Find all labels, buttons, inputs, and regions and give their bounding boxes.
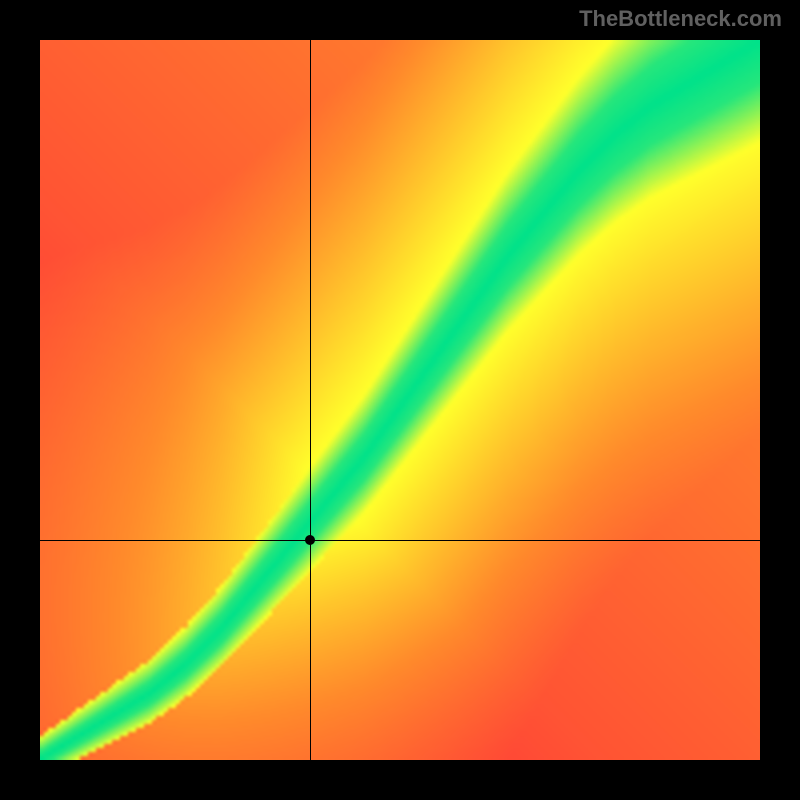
- heatmap-plot: [40, 40, 760, 760]
- crosshair-horizontal: [40, 540, 760, 541]
- watermark-text: TheBottleneck.com: [579, 6, 782, 32]
- heatmap-canvas: [40, 40, 760, 760]
- crosshair-vertical: [310, 40, 311, 760]
- crosshair-marker: [305, 535, 315, 545]
